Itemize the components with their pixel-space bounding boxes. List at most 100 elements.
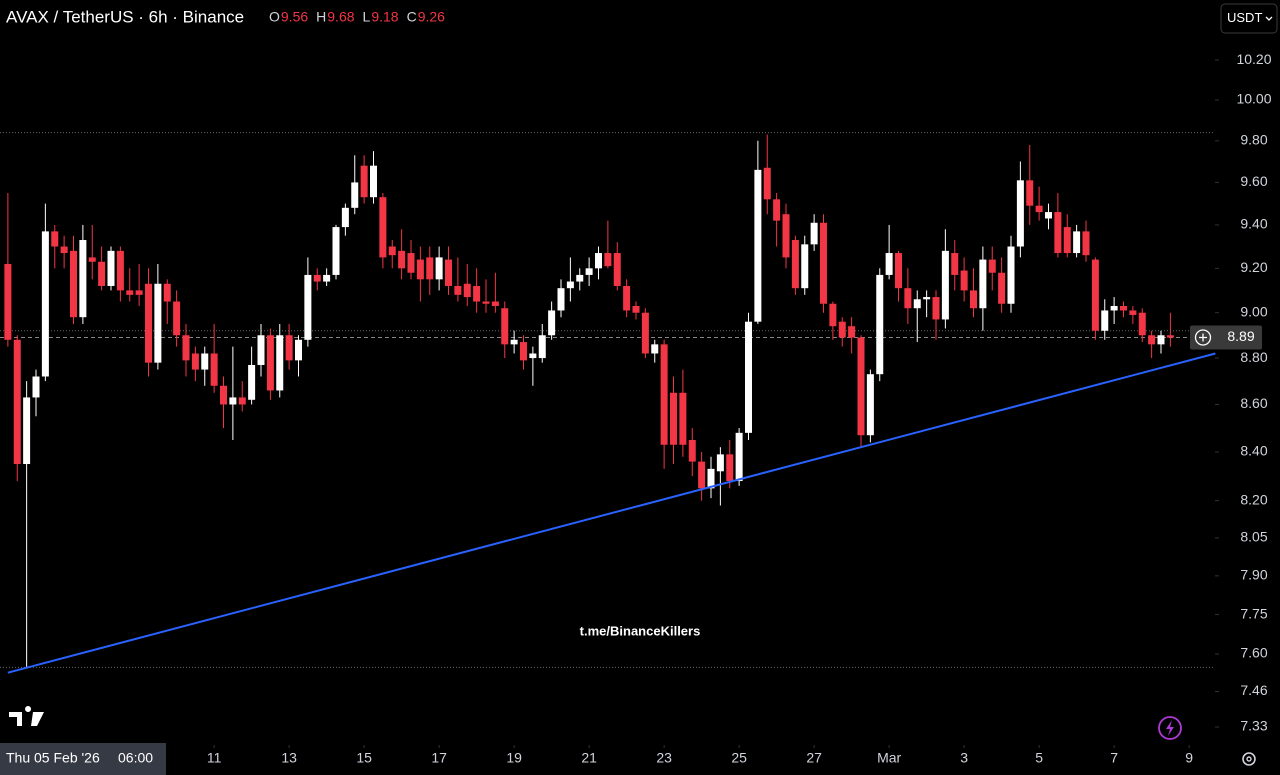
candle-body	[641, 312, 649, 354]
candle-body	[923, 297, 931, 300]
x-tick-label: 11	[207, 750, 222, 766]
candle-body	[520, 342, 527, 361]
candle-body	[182, 335, 190, 361]
watermark: t.me/BinanceKillers	[580, 623, 701, 638]
last-price-label: 8.89	[1227, 328, 1254, 344]
y-tick-label: 9.80	[1240, 132, 1267, 148]
candle-body	[116, 250, 124, 291]
currency-label[interactable]: USDT	[1227, 10, 1262, 25]
candle-body	[4, 263, 12, 340]
candle-body	[773, 199, 781, 221]
candle-body	[482, 301, 490, 304]
gear-icon[interactable]	[1242, 752, 1256, 766]
candle-body	[951, 253, 959, 275]
ohlc-legend: O 9.56 H 9.68 L 9.18 C 9.26	[269, 9, 445, 25]
lightning-button[interactable]	[1158, 716, 1182, 740]
candle-body	[745, 321, 752, 433]
candle-body	[838, 321, 846, 338]
candle-body	[735, 432, 743, 482]
candle-body	[707, 468, 715, 489]
candle-body	[791, 240, 799, 289]
candle-body	[70, 250, 77, 318]
y-tick-label: 7.60	[1240, 645, 1267, 661]
candle-body	[1148, 335, 1156, 345]
ohlc-key: O	[269, 9, 280, 25]
currency-button[interactable]: USDT	[1220, 3, 1278, 34]
x-tick-label: 21	[581, 750, 597, 766]
logo-shape	[9, 706, 44, 726]
candle-body	[1110, 305, 1118, 311]
candle-body	[41, 231, 49, 377]
gear-center	[1246, 756, 1252, 762]
candle-body	[445, 259, 452, 286]
candle-body	[857, 337, 865, 436]
candle-body	[895, 253, 902, 289]
y-tick-label: 7.46	[1240, 682, 1267, 698]
candle-body	[32, 376, 40, 398]
candle-body	[988, 259, 996, 273]
settings-button[interactable]	[1242, 752, 1256, 766]
ohlc-key: H	[316, 9, 326, 25]
candle-body	[970, 290, 977, 309]
y-tick-label: 8.60	[1240, 395, 1267, 411]
y-tick-label: 9.00	[1240, 303, 1267, 319]
candle-body	[266, 335, 274, 391]
candle-body	[79, 240, 87, 318]
candle-body	[651, 344, 659, 354]
candle-body	[163, 283, 171, 302]
candle-body	[107, 250, 115, 286]
ohlc-key: C	[407, 9, 417, 25]
y-tick-label: 9.60	[1240, 173, 1267, 189]
crosshair-label: Thu 05 Feb '26 06:00	[0, 743, 166, 775]
plot-area	[0, 132, 1216, 674]
candle-body	[1091, 259, 1099, 331]
x-tick-label: 3	[960, 750, 968, 766]
y-tick-label: 7.33	[1240, 718, 1267, 734]
candle-body	[229, 397, 237, 405]
crosshair-date: Thu 05 Feb '26	[6, 750, 100, 766]
candle-body	[1138, 312, 1146, 336]
candle-body	[941, 250, 949, 320]
candle-body	[716, 454, 724, 472]
candle-body	[1082, 231, 1090, 256]
candle-body	[398, 250, 406, 269]
candle-body	[979, 259, 987, 309]
add-alert-plus	[1199, 333, 1207, 342]
currency-box[interactable]	[1220, 3, 1278, 34]
candle-body	[810, 222, 818, 245]
candle-body	[1016, 180, 1024, 247]
candle-body	[201, 353, 209, 370]
candle-body	[501, 308, 509, 345]
y-tick-label: 9.20	[1240, 259, 1267, 275]
candle-body	[1073, 231, 1081, 254]
add-alert-icon	[1194, 329, 1212, 346]
candle-body	[154, 283, 162, 363]
candle-body	[60, 246, 68, 254]
x-tick-label: Mar	[877, 750, 901, 766]
y-tick-label: 8.20	[1240, 491, 1267, 507]
candle-body	[538, 335, 546, 359]
y-tick-label: 7.90	[1240, 567, 1267, 583]
y-tick-label: 7.75	[1240, 605, 1267, 621]
candle-body	[632, 305, 640, 313]
candle-body	[613, 253, 621, 286]
candle-body	[904, 288, 912, 309]
candle-body	[566, 281, 574, 289]
candle-body	[454, 285, 462, 295]
candle-body	[426, 257, 434, 280]
candle-body	[238, 397, 246, 405]
candle-body	[360, 165, 368, 198]
candle-body	[782, 214, 790, 258]
tv-logo	[9, 706, 44, 726]
candle-body	[548, 310, 556, 336]
ohlc-value: 9.18	[371, 9, 398, 25]
candle-body	[998, 272, 1006, 304]
symbol-title: AVAX / TetherUS · 6h · Binance	[6, 7, 244, 26]
candle-body	[379, 197, 387, 258]
candle-body	[98, 261, 106, 286]
candle-body	[660, 344, 668, 445]
lightning-circle[interactable]	[1158, 716, 1182, 740]
candle-body	[763, 167, 771, 200]
